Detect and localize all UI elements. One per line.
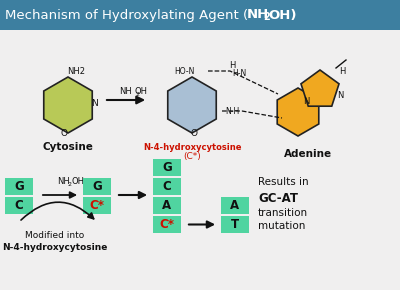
Text: NH: NH (247, 8, 269, 21)
Text: N-4-hydroxycytosine: N-4-hydroxycytosine (2, 242, 108, 251)
Polygon shape (168, 77, 216, 133)
Text: OH: OH (134, 88, 148, 97)
Text: OH: OH (72, 177, 85, 186)
Polygon shape (44, 77, 92, 133)
Text: 2: 2 (135, 92, 139, 97)
Text: O: O (190, 130, 198, 139)
Bar (153, 178, 181, 195)
Text: C: C (15, 199, 23, 212)
Bar (5, 178, 33, 195)
Text: 2: 2 (263, 12, 270, 22)
Text: NH: NH (57, 177, 70, 186)
Text: OH): OH) (268, 8, 296, 21)
Bar (221, 216, 249, 233)
Bar (83, 178, 111, 195)
Text: C*: C* (160, 218, 174, 231)
Text: transition: transition (258, 208, 308, 218)
Text: mutation: mutation (258, 221, 305, 231)
Text: Adenine: Adenine (284, 149, 332, 159)
Bar (0, 0, 400, 30)
Text: HO-N: HO-N (174, 66, 194, 75)
Text: NH2: NH2 (67, 66, 85, 75)
Text: (C*): (C*) (183, 153, 201, 162)
Bar (153, 216, 181, 233)
Text: H: H (339, 68, 345, 77)
Text: Cytosine: Cytosine (42, 142, 94, 152)
Bar (153, 197, 181, 214)
Polygon shape (277, 88, 319, 136)
Text: 2: 2 (68, 182, 72, 186)
Text: A: A (230, 199, 240, 212)
Text: N: N (92, 99, 98, 108)
Text: G: G (162, 161, 172, 174)
Text: NH: NH (120, 88, 132, 97)
Text: A: A (162, 199, 172, 212)
Text: G: G (92, 180, 102, 193)
Bar (153, 159, 181, 176)
Text: Modified into: Modified into (25, 231, 85, 240)
Text: N-4-hydroxycytosine: N-4-hydroxycytosine (143, 142, 241, 151)
Text: C: C (163, 180, 171, 193)
Text: O: O (60, 130, 68, 139)
Bar (5, 197, 33, 214)
Bar (83, 197, 111, 214)
Text: N-H: N-H (225, 106, 239, 115)
Text: N: N (337, 90, 343, 99)
Text: T: T (231, 218, 239, 231)
Text: H: H (229, 61, 235, 70)
Text: G: G (14, 180, 24, 193)
Text: C*: C* (90, 199, 104, 212)
Polygon shape (301, 70, 339, 106)
Text: N: N (303, 97, 309, 106)
Text: Mechanism of Hydroxylating Agent (: Mechanism of Hydroxylating Agent ( (5, 8, 248, 21)
Bar (221, 197, 249, 214)
Text: GC-AT: GC-AT (258, 193, 298, 206)
Text: Results in: Results in (258, 177, 309, 187)
Text: H-N: H-N (232, 68, 246, 77)
